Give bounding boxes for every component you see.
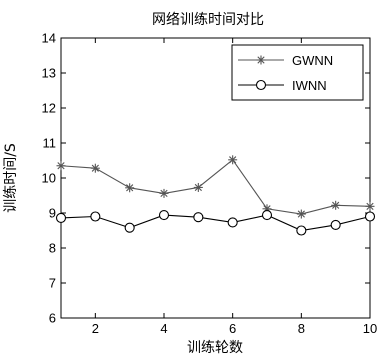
star-stroke (366, 202, 374, 210)
data-point-gwnn (159, 188, 169, 198)
star-stroke (229, 156, 237, 164)
data-point-iwnn (55, 212, 67, 223)
y-tick-label: 11 (43, 136, 57, 151)
star-stroke (126, 184, 134, 192)
data-point-iwnn (330, 219, 341, 230)
x-tick-label: 10 (363, 321, 377, 336)
data-point-gwnn (296, 209, 306, 219)
data-point-gwnn (125, 183, 135, 193)
data-point-iwnn (90, 211, 101, 222)
x-tick-label: 2 (92, 321, 99, 336)
y-tick-label: 6 (49, 311, 56, 326)
y-tick-label: 12 (42, 101, 56, 116)
y-tick-label: 14 (42, 31, 56, 46)
data-point-iwnn (227, 217, 238, 228)
series-line-gwnn (60, 159, 371, 215)
data-point-iwnn (158, 210, 170, 221)
data-point-iwnn (296, 225, 307, 236)
star-stroke (194, 183, 202, 192)
data-point-iwnn (261, 210, 273, 221)
data-point-iwnn (193, 212, 204, 223)
star-stroke (91, 164, 99, 172)
star-stroke (257, 56, 265, 64)
legend: GWNN IWNN (231, 44, 364, 101)
series-iwnn (55, 210, 376, 236)
legend-marker-iwnn (255, 79, 267, 91)
series-layer (55, 155, 376, 236)
legend-marker-gwnn (256, 55, 266, 65)
y-tick-label: 9 (49, 206, 56, 221)
star-stroke (332, 201, 340, 209)
x-tick-label: 4 (160, 321, 167, 336)
data-point-iwnn (124, 222, 135, 233)
x-axis-label: 训练轮数 (187, 340, 243, 356)
star-stroke (297, 210, 305, 218)
series-line-iwnn (60, 214, 371, 232)
x-tick-label: 6 (229, 321, 236, 336)
y-tick-label: 13 (42, 66, 56, 81)
legend-label-iwnn: IWNN (292, 78, 327, 93)
y-tick-label: 7 (49, 276, 56, 291)
star-stroke (160, 189, 168, 198)
y-axis-label: 训练时间/S (3, 143, 19, 213)
data-point-iwnn (364, 211, 376, 222)
data-point-gwnn (56, 161, 66, 171)
legend-label-gwnn: GWNN (292, 53, 333, 68)
data-point-gwnn (193, 182, 203, 192)
data-point-gwnn (90, 163, 100, 173)
x-tick-label: 8 (298, 321, 305, 336)
y-tick-label: 10 (42, 171, 56, 186)
data-point-gwnn (228, 155, 238, 165)
star-stroke (57, 162, 65, 170)
series-gwnn (56, 155, 375, 219)
data-point-gwnn (365, 201, 375, 211)
legend-box (231, 44, 364, 101)
data-point-gwnn (331, 200, 341, 210)
chart-title: 网络训练时间对比 (152, 12, 264, 28)
y-tick-label: 8 (49, 241, 56, 256)
